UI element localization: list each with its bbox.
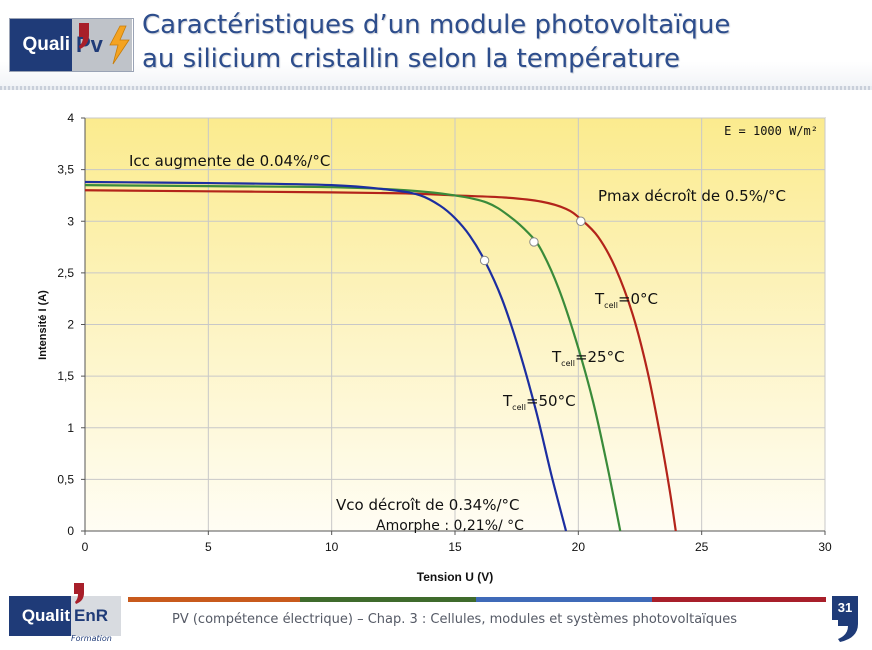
y-tick-label: 0: [67, 524, 74, 538]
qualitenr-logo: Qualit EnR Formation: [9, 583, 121, 643]
y-tick-label: 3: [67, 214, 74, 228]
series-label-25c: Tcell=25°C: [551, 348, 625, 368]
series-line-tcell-25-c: [84, 184, 622, 532]
footer-text: PV (compétence électrique) – Chap. 3 : C…: [172, 612, 738, 627]
footer-bar-blue: [476, 597, 652, 602]
mpp-point-tcell-25-c: [529, 237, 539, 247]
amorphe-annotation: Amorphe : 0,21%/ °C: [376, 518, 524, 534]
x-tick-label: 15: [448, 540, 462, 554]
footer-bar-green: [300, 597, 476, 602]
page-title-line-2: au silicium cristallin selon la températ…: [142, 44, 681, 74]
x-tick-label: 20: [572, 540, 586, 554]
qualipv-logo: Quali Pv: [9, 18, 134, 72]
logo-qualit-text: Qualit: [9, 596, 71, 636]
y-tick-label: 2: [67, 318, 74, 332]
vco-annotation: Vco décroît de 0.34%/°C: [336, 496, 519, 514]
page-number-tail-icon: [838, 618, 858, 642]
logo-formation-text: Formation: [71, 634, 112, 643]
iv-chart: 0 5 10 15 20 25 30 0 0,5 1 1,5 2 2,5 3 3,5 4 Tension U…: [37, 111, 832, 584]
page-title-line-1: Caractéristiques d’un module photovoltaï…: [142, 10, 731, 40]
y-axis-label: Intensité I (A): [37, 290, 49, 360]
header-band: [0, 0, 872, 88]
logo-quali-text: Quali: [10, 19, 72, 71]
x-tick-label: 25: [695, 540, 709, 554]
x-tick-label: 10: [325, 540, 339, 554]
y-tick-label: 4: [67, 111, 74, 125]
irradiance-label: E = 1000 W/m²: [724, 124, 818, 138]
logo-enr-text: EnR: [71, 596, 121, 636]
x-tick-label: 5: [205, 540, 212, 554]
series-label-0c: Tcell=0°C: [594, 290, 658, 310]
y-tick-label: 0,5: [57, 472, 74, 486]
footer-bar-red: [652, 597, 826, 602]
mpp-point-tcell-50-c: [479, 255, 490, 266]
y-ticks: 0 0,5 1 1,5 2 2,5 3 3,5 4: [57, 111, 85, 538]
apostrophe-icon: [74, 583, 84, 604]
series-label-50c: Tcell=50°C: [502, 392, 576, 412]
y-tick-label: 2,5: [57, 266, 74, 280]
series-line-tcell-50-c: [84, 180, 568, 532]
header-rule: [0, 86, 872, 90]
apostrophe-icon: [79, 23, 89, 49]
x-tick-label: 0: [82, 540, 89, 554]
lightning-bolt-icon: [109, 25, 130, 65]
mpp-point-tcell-0-c: [576, 216, 586, 226]
x-axis-label: Tension U (V): [417, 570, 493, 584]
x-ticks: 0 5 10 15 20 25 30: [82, 531, 832, 554]
footer-bar-orange: [128, 597, 300, 602]
mpp-markers: [479, 216, 586, 266]
y-tick-label: 1: [67, 421, 74, 435]
x-tick-label: 30: [818, 540, 832, 554]
y-tick-label: 3,5: [57, 163, 74, 177]
pmax-annotation: Pmax décroît de 0.5%/°C: [598, 187, 786, 205]
page-title: Caractéristiques d’un module photovoltaï…: [142, 8, 862, 76]
series-line-tcell-0-c: [84, 189, 677, 532]
icc-annotation: Icc augmente de 0.04%/°C: [129, 152, 330, 170]
page-number: 31: [832, 596, 858, 620]
series-group: [84, 180, 677, 532]
y-tick-label: 1,5: [57, 369, 74, 383]
